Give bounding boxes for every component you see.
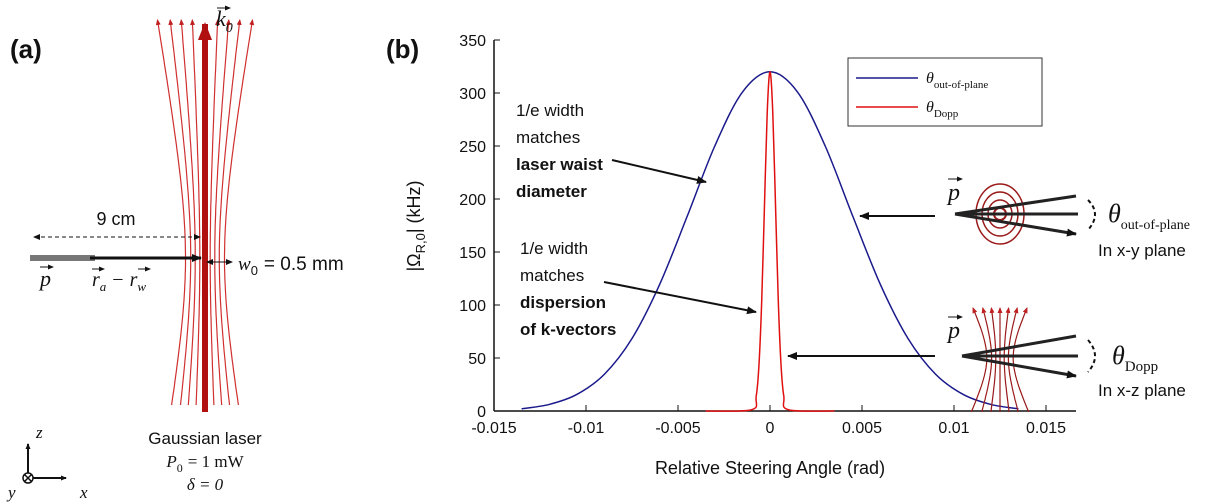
laser-beam [155, 19, 255, 406]
caption-title: Gaussian laser [148, 429, 262, 448]
momentum-label: p [38, 266, 51, 291]
y-tick-label: 100 [459, 298, 486, 315]
wave-vector-label: k0 [216, 6, 233, 36]
annotation-text: diameter [516, 182, 587, 201]
angle-label: θDopp [1112, 341, 1158, 375]
legend-entry: θDopp [926, 99, 959, 120]
x-tick-label: 0 [766, 420, 775, 437]
x-tick-label: 0.01 [938, 420, 969, 437]
legend-symbol: θ [926, 70, 934, 87]
angle-bracket [1087, 339, 1096, 373]
x-tick-label: 0.005 [842, 420, 882, 437]
plot-area: 0 50 100 150 200 250 300 350 -0.015 -0.01 -0.005 0 0… [459, 33, 1076, 437]
annotation-text: 1/e width [516, 101, 584, 120]
field-line [190, 19, 201, 406]
field-line [209, 19, 220, 406]
x-tick-label: -0.005 [655, 420, 700, 437]
annotation-text: of k-vectors [520, 320, 616, 339]
x-tick-label: 0.015 [1026, 420, 1066, 437]
field-line [989, 307, 997, 413]
y-tick-label: 0 [477, 404, 486, 421]
annotation-text: 1/e width [520, 239, 588, 258]
panel-a: (a) k0 9 cm p ra − rw w0 = 0.5 mm Gaussian … [6, 5, 344, 502]
z-axis-label: z [35, 423, 43, 442]
momentum-label: p [946, 180, 960, 206]
legend-box [847, 57, 1043, 127]
legend-entry: θout-of-plane [926, 70, 988, 91]
x-tick-label: -0.015 [471, 420, 516, 437]
field-line [214, 19, 231, 406]
field-line [223, 19, 255, 406]
field-line [168, 19, 192, 406]
plane-label: In x-y plane [1098, 241, 1186, 260]
legend-symbol: θ [926, 99, 934, 116]
panel-b: (b) |ΩR,0| (kHz) Relative Steering Angle… [386, 33, 1190, 478]
momentum-label: p [946, 318, 960, 344]
annotation-text: laser waist [516, 155, 603, 174]
y-tick-label: 150 [459, 245, 486, 262]
panel-label: (b) [386, 34, 419, 64]
field-line [179, 19, 196, 406]
angle-label: θout-of-plane [1108, 199, 1190, 233]
y-axis-title: |ΩR,0| (kHz) [404, 180, 428, 271]
legend-subscript: out-of-plane [934, 79, 988, 91]
caption-detuning: δ = 0 [187, 475, 224, 494]
x-axis-title: Relative Steering Angle (rad) [655, 458, 885, 478]
series-line [705, 71, 835, 412]
annotation-arrow [611, 159, 707, 184]
y-axis-cross [23, 473, 33, 483]
y-tick-label: 200 [459, 192, 486, 209]
annotation-arrow [603, 281, 757, 315]
waist-label: w0 = 0.5 mm [238, 254, 344, 278]
y-tick-label: 250 [459, 139, 486, 156]
caption-power: P0 = 1 mW [165, 452, 244, 475]
annotations: 1/e width matches laser waist diameter 1/e w… [516, 101, 935, 360]
plane-label: In x-z plane [1098, 381, 1186, 400]
panel-label: (a) [10, 34, 42, 64]
x-axis-label: x [79, 483, 88, 502]
y-axis-label: y [6, 483, 16, 502]
field-line [155, 19, 187, 406]
annotation-text: dispersion [520, 293, 606, 312]
x-tick-label: -0.01 [568, 420, 605, 437]
distance-label: 9 cm [96, 209, 135, 229]
insets: p θout-of-plane In x-y plane p θDopp In … [946, 176, 1190, 413]
y-tick-label: 350 [459, 33, 486, 50]
legend-subscript: Dopp [934, 108, 959, 120]
momentum-spread [954, 194, 1078, 234]
annotation-text: matches [516, 128, 580, 147]
y-tick-label: 50 [468, 351, 486, 368]
momentum-spread [961, 334, 1078, 376]
angle-bracket [1087, 199, 1096, 231]
field-line [1003, 307, 1011, 413]
y-tick-label: 300 [459, 86, 486, 103]
field-line [1012, 307, 1030, 413]
field-line [1007, 307, 1019, 413]
field-line [218, 19, 242, 406]
separation-label: ra − rw [92, 269, 146, 294]
annotation-text: matches [520, 266, 584, 285]
